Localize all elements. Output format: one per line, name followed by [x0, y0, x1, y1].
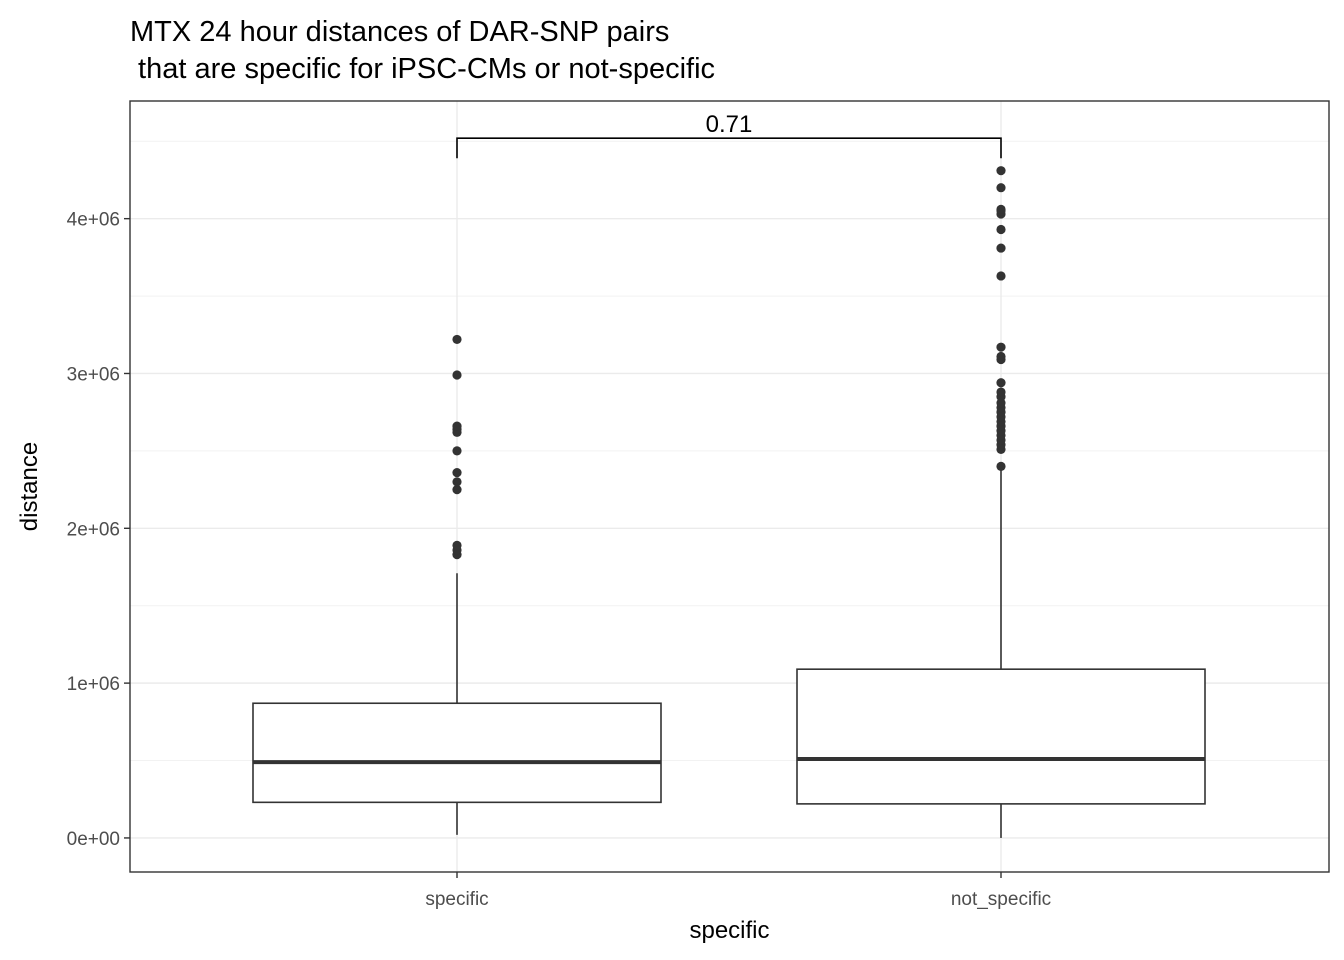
outlier-point	[452, 467, 462, 478]
chart-title-line1: MTX 24 hour distances of DAR-SNP pairs	[130, 16, 669, 48]
y-axis-title: distance	[16, 442, 43, 531]
outlier-point	[452, 421, 462, 431]
outlier-point	[996, 183, 1006, 193]
bracket-line	[456, 137, 1002, 159]
y-tick-label: 0e+00	[67, 829, 120, 850]
outlier-point	[996, 166, 1006, 176]
outlier-point	[996, 342, 1006, 352]
box-group-not-specific	[796, 166, 1206, 838]
data-layer: 0.71	[252, 111, 1206, 838]
plot-panel-border	[129, 100, 1330, 873]
y-tick-label: 4e+06	[67, 210, 120, 231]
iqr-box	[252, 702, 662, 804]
x-axis-title: specific	[689, 917, 769, 944]
outlier-point	[996, 461, 1006, 471]
outlier-point	[996, 351, 1006, 362]
chart-title-line2: that are specific for iPSC-CMs or not-sp…	[130, 53, 715, 85]
iqr-box	[796, 668, 1206, 805]
outlier-point	[452, 334, 462, 345]
y-tick-label: 1e+06	[67, 674, 120, 695]
outlier-point	[452, 370, 462, 380]
outlier-point	[996, 271, 1006, 281]
y-tick-label: 3e+06	[67, 364, 120, 385]
outlier-point	[452, 484, 462, 495]
outlier-point	[452, 477, 462, 487]
p-value-label: 0.71	[706, 111, 753, 138]
box-group-specific	[252, 334, 662, 835]
axis-layer: 0e+00 1e+06 2e+06 3e+06 4e+06 specific not_spe…	[67, 210, 1052, 910]
x-tick-label: specific	[425, 889, 488, 910]
significance-bracket: 0.71	[456, 111, 1002, 159]
outlier-point	[452, 540, 462, 550]
outlier-point	[996, 224, 1006, 235]
outlier-point	[452, 446, 462, 456]
outlier-point	[996, 387, 1006, 397]
outlier-point	[996, 204, 1006, 214]
outlier-point	[996, 378, 1006, 388]
outlier-point	[996, 243, 1006, 253]
y-tick-label: 2e+06	[67, 519, 120, 540]
x-tick-label: not_specific	[951, 889, 1051, 910]
